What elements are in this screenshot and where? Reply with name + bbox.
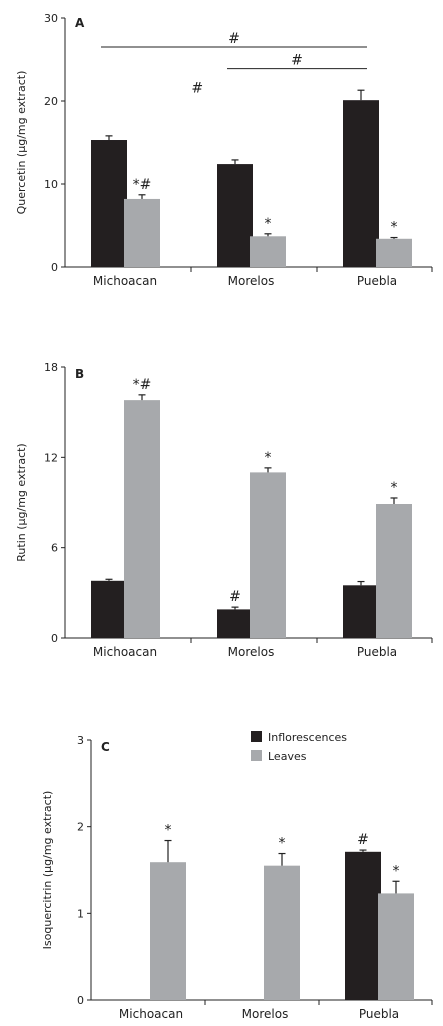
chart-panel-c: 0 1 2 3 Michoacan Morelos Puebla Isoquercitrin … — [41, 734, 433, 1021]
significance-marker: # — [291, 53, 303, 69]
significance-marker: * — [393, 863, 400, 879]
bar-leaves — [376, 504, 412, 638]
significance-marker: * — [265, 450, 272, 466]
y-tick-label: 1 — [77, 907, 84, 920]
category-label: Morelos — [242, 1007, 289, 1021]
category-label: Morelos — [228, 274, 275, 288]
significance-marker: # — [191, 81, 203, 97]
chart-panel-a: 0 10 20 30 Michoacan Morelos Puebla Quercetin (… — [15, 12, 433, 288]
legend-label: Leaves — [268, 750, 307, 763]
y-tick-label: 0 — [51, 261, 58, 274]
y-axis-label: Rutin (μg/mg extract) — [15, 443, 28, 561]
y-axis-label: Quercetin (μg/mg extract) — [15, 71, 28, 215]
panel-label: A — [75, 16, 85, 30]
y-tick-label: 0 — [77, 994, 84, 1007]
category-label: Michoacan — [93, 274, 157, 288]
y-tick-label: 18 — [44, 361, 58, 374]
bar-leaves — [250, 236, 286, 267]
significance-marker: * — [165, 823, 172, 839]
panel-label: C — [101, 740, 110, 754]
bar-inflorescences — [343, 100, 379, 267]
significance-marker: * — [391, 220, 398, 236]
bar-inflorescences — [217, 164, 253, 267]
y-tick-label: 2 — [77, 821, 84, 834]
bar-leaves — [378, 893, 414, 1000]
bar-inflorescences — [343, 585, 379, 638]
significance-marker: * — [279, 836, 286, 852]
bar-leaves — [150, 862, 186, 1000]
y-tick-label: 0 — [51, 632, 58, 645]
category-label: Michoacan — [119, 1007, 183, 1021]
category-label: Puebla — [357, 645, 397, 659]
bar-leaves — [376, 238, 412, 267]
bar-leaves — [250, 472, 286, 638]
bar-inflorescences — [217, 609, 253, 638]
panel-label: B — [75, 367, 84, 381]
y-tick-label: 20 — [44, 95, 58, 108]
legend: Inflorescences Leaves — [251, 731, 347, 763]
bar-inflorescences — [91, 580, 127, 638]
bar-leaves — [124, 400, 160, 638]
bar-inflorescences — [91, 140, 127, 267]
category-label: Michoacan — [93, 645, 157, 659]
chart-panel-b: 0 6 12 18 Michoacan Morelos Puebla Rutin (μg/mg… — [15, 361, 433, 659]
bar-inflorescences — [345, 851, 381, 1000]
legend-swatch — [251, 731, 262, 742]
legend-label: Inflorescences — [268, 731, 347, 744]
significance-marker: # — [357, 832, 369, 848]
significance-marker: # — [228, 31, 240, 47]
y-axis-label: Isoquercitrin (μg/mg extract) — [41, 791, 54, 950]
y-tick-label: 3 — [77, 734, 84, 747]
category-label: Puebla — [359, 1007, 399, 1021]
bar-leaves — [124, 198, 160, 267]
significance-marker: *# — [133, 177, 152, 193]
significance-marker: *# — [133, 377, 152, 393]
bar-leaves — [264, 865, 300, 1000]
y-tick-label: 10 — [44, 178, 58, 191]
y-tick-label: 6 — [51, 542, 58, 555]
significance-marker: * — [391, 480, 398, 496]
category-label: Puebla — [357, 274, 397, 288]
y-tick-label: 30 — [44, 12, 58, 25]
significance-marker: * — [265, 216, 272, 232]
significance-marker: # — [229, 589, 241, 605]
y-tick-label: 12 — [44, 451, 58, 464]
legend-swatch — [251, 750, 262, 761]
category-label: Morelos — [228, 645, 275, 659]
